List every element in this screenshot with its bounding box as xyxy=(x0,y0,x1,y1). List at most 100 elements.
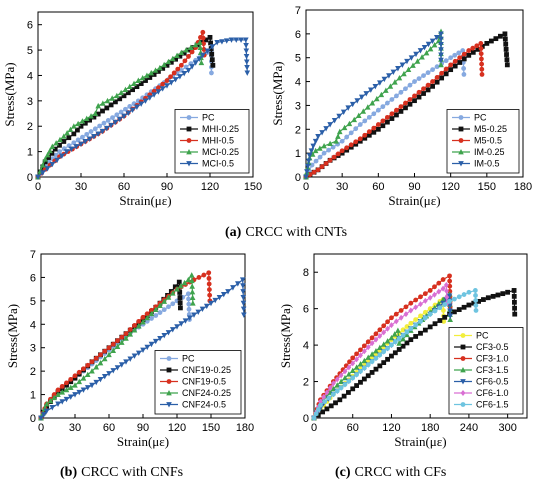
data-point xyxy=(333,400,338,406)
series-M5-0.5 xyxy=(303,41,485,180)
data-point xyxy=(97,123,103,129)
data-point xyxy=(210,62,216,68)
legend-swatch-marker xyxy=(166,402,172,408)
data-point xyxy=(85,362,91,368)
data-point xyxy=(93,355,99,361)
data-point xyxy=(207,34,213,40)
data-point xyxy=(243,59,250,65)
data-point xyxy=(502,31,508,37)
data-point xyxy=(110,347,117,354)
legend-label: CF3-0.5 xyxy=(476,342,509,352)
data-point xyxy=(176,279,182,285)
data-point xyxy=(188,272,195,278)
x-tick-label: 180 xyxy=(236,422,254,434)
data-point xyxy=(189,64,195,70)
data-point xyxy=(427,288,433,293)
data-point xyxy=(64,380,69,386)
data-point xyxy=(365,362,371,368)
x-tick-label: 60 xyxy=(347,422,359,434)
data-point xyxy=(403,86,408,92)
data-point xyxy=(72,392,78,398)
data-point xyxy=(177,290,183,295)
data-point xyxy=(344,134,350,140)
data-point xyxy=(178,305,183,311)
data-point xyxy=(101,120,107,126)
data-point xyxy=(102,348,108,354)
legend-swatch-marker xyxy=(460,356,466,361)
data-point xyxy=(68,376,74,382)
data-point xyxy=(123,106,128,112)
x-tick-label: 120 xyxy=(201,181,219,193)
data-point xyxy=(338,385,344,391)
data-point xyxy=(131,327,138,333)
data-point xyxy=(57,136,63,143)
data-point xyxy=(155,89,162,95)
data-point xyxy=(172,284,178,290)
data-point xyxy=(350,355,356,361)
data-point xyxy=(201,272,207,278)
data-point xyxy=(389,353,394,359)
data-point xyxy=(452,52,458,58)
data-point xyxy=(89,368,95,374)
data-point xyxy=(349,367,356,374)
data-point xyxy=(240,294,247,301)
data-point xyxy=(456,50,462,56)
data-point xyxy=(337,397,343,403)
data-point xyxy=(41,412,47,418)
data-point xyxy=(400,332,406,338)
data-point xyxy=(326,147,332,153)
legend-swatch-marker xyxy=(186,115,192,120)
data-point xyxy=(413,297,419,303)
chart-panel-2: 0 30 60 90 120 150 180 0 1 2 3 4 5 6 7 Strain(με) Stress… xyxy=(270,5,532,208)
x-tick-label: 0 xyxy=(311,422,317,434)
data-point xyxy=(165,330,172,336)
data-point xyxy=(344,145,350,151)
data-point xyxy=(432,291,437,298)
y-tick-label: 4 xyxy=(295,77,301,89)
data-point xyxy=(405,66,412,73)
data-point xyxy=(177,300,183,306)
y-tick-label: 0 xyxy=(30,413,36,425)
data-point xyxy=(346,364,352,371)
legend-label: PC xyxy=(202,113,215,123)
data-point xyxy=(440,277,446,282)
data-point xyxy=(46,155,51,160)
legend-swatch-marker xyxy=(186,161,192,167)
data-point xyxy=(416,76,422,81)
data-point xyxy=(129,107,136,113)
data-point xyxy=(119,334,125,340)
x-axis-label: Strain(με) xyxy=(119,193,171,208)
data-point xyxy=(421,86,426,92)
data-point xyxy=(432,308,438,314)
data-point xyxy=(391,331,398,337)
data-point xyxy=(166,304,171,310)
data-point xyxy=(165,58,172,65)
y-tick-label: 6 xyxy=(295,29,301,41)
data-point xyxy=(93,379,100,386)
data-point xyxy=(504,62,510,68)
data-point xyxy=(186,301,192,307)
data-point xyxy=(327,140,333,146)
data-point xyxy=(394,112,399,118)
data-point xyxy=(443,66,449,72)
data-point xyxy=(149,307,154,313)
data-point xyxy=(114,343,121,349)
x-axis-label: Strain(με) xyxy=(388,193,440,208)
data-point xyxy=(395,66,401,72)
data-point xyxy=(369,100,376,106)
data-point xyxy=(361,376,367,382)
legend-swatch-marker xyxy=(460,402,466,407)
data-point xyxy=(84,371,91,378)
data-point xyxy=(389,315,394,321)
data-point xyxy=(434,35,440,41)
data-point xyxy=(327,384,333,391)
data-point xyxy=(35,174,41,180)
y-tick-label: 4 xyxy=(27,70,33,82)
data-point xyxy=(377,363,383,369)
data-point xyxy=(209,44,216,50)
data-point xyxy=(442,314,448,320)
data-point xyxy=(408,337,414,343)
data-point xyxy=(339,138,345,144)
data-point xyxy=(350,360,356,367)
